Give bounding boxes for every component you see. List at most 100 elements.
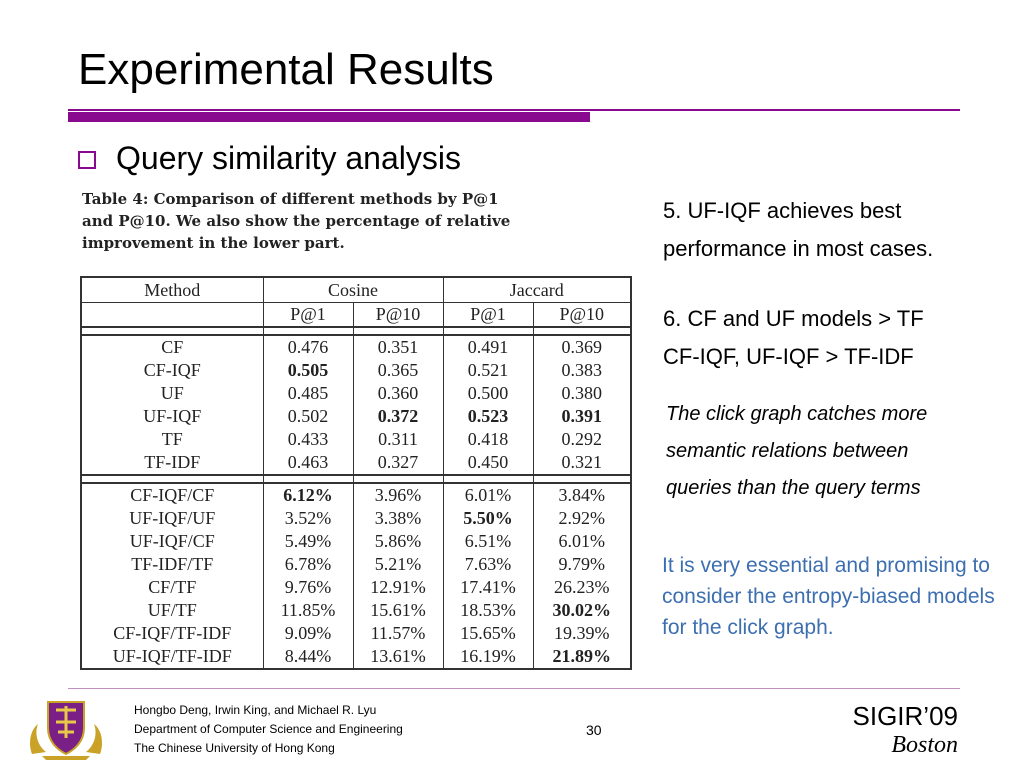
value-cell: 0.327 xyxy=(352,451,444,475)
caption-line: and P@10. We also show the percentage of… xyxy=(82,212,511,230)
value-cell: 16.19% xyxy=(442,645,534,670)
separator-cell xyxy=(262,326,353,336)
separator-cell xyxy=(442,474,534,484)
separator-cell xyxy=(442,326,534,336)
method-cell: CF xyxy=(80,335,263,359)
group-header: Cosine xyxy=(262,276,444,303)
bullet-item: Query similarity analysis xyxy=(78,138,461,178)
group-header: Jaccard xyxy=(442,276,633,303)
value-cell: 3.52% xyxy=(262,507,353,530)
value-cell: 17.41% xyxy=(442,576,534,599)
italic-line: queries than the query terms xyxy=(666,477,921,499)
table-separator xyxy=(80,326,633,336)
value-cell: 11.57% xyxy=(352,622,444,645)
table-row: UF-IQF 0.502 0.372 0.523 0.391 xyxy=(80,405,633,428)
value-cell: 5.86% xyxy=(352,530,444,553)
separator-cell xyxy=(532,474,633,484)
value-cell: 0.372 xyxy=(352,405,444,428)
method-cell: UF xyxy=(80,382,263,405)
method-header-blank xyxy=(80,302,263,327)
value-cell: 0.391 xyxy=(532,405,633,428)
value-cell: 0.491 xyxy=(442,335,534,359)
method-cell: UF-IQF/CF xyxy=(80,530,263,553)
italic-note: The click graph catches more semantic re… xyxy=(666,396,1011,507)
slide-title: Experimental Results xyxy=(78,45,494,94)
note-line: CF-IQF, UF-IQF > TF-IDF xyxy=(663,344,914,369)
value-cell: 0.463 xyxy=(262,451,353,475)
footer-credits: Hongbo Deng, Irwin King, and Michael R. … xyxy=(134,701,403,758)
title-rule-thin xyxy=(68,109,960,111)
value-cell: 0.369 xyxy=(532,335,633,359)
square-bullet-icon xyxy=(78,151,96,169)
note-best-performance: 5. UF-IQF achieves best performance in m… xyxy=(663,192,1013,268)
table-header-row: Method Cosine Jaccard xyxy=(80,276,633,303)
italic-line: semantic relations between xyxy=(666,440,909,462)
value-cell: 6.01% xyxy=(532,530,633,553)
separator-cell xyxy=(80,474,263,484)
value-cell: 9.79% xyxy=(532,553,633,576)
results-table-body: Method Cosine Jaccard P@1 P@10 P@1 P@10 CF 0.476… xyxy=(80,276,633,670)
value-cell: 0.523 xyxy=(442,405,534,428)
value-cell: 5.49% xyxy=(262,530,353,553)
footer-rule xyxy=(68,688,960,689)
table-row: TF-IDF/TF 6.78% 5.21% 7.63% 9.79% xyxy=(80,553,633,576)
value-cell: 11.85% xyxy=(262,599,353,622)
footer-university: The Chinese University of Hong Kong xyxy=(134,741,335,755)
table-row: TF-IDF 0.463 0.327 0.450 0.321 xyxy=(80,451,633,475)
value-cell: 0.502 xyxy=(262,405,353,428)
value-cell: 6.78% xyxy=(262,553,353,576)
value-cell: 12.91% xyxy=(352,576,444,599)
value-cell: 6.01% xyxy=(442,483,534,507)
table-caption: Table 4: Comparison of different methods… xyxy=(82,188,627,254)
separator-cell xyxy=(262,474,353,484)
table-separator xyxy=(80,474,633,484)
value-cell: 18.53% xyxy=(442,599,534,622)
value-cell: 3.38% xyxy=(352,507,444,530)
separator-cell xyxy=(80,326,263,336)
value-cell: 9.76% xyxy=(262,576,353,599)
value-cell: 0.505 xyxy=(262,359,353,382)
value-cell: 19.39% xyxy=(532,622,633,645)
conclusion-text: It is very essential and promising to co… xyxy=(662,554,995,639)
value-cell: 13.61% xyxy=(352,645,444,670)
table-row: UF-IQF/TF-IDF 8.44% 13.61% 16.19% 21.89% xyxy=(80,645,633,670)
caption-line: Table 4: Comparison of different methods… xyxy=(82,190,499,208)
value-cell: 0.292 xyxy=(532,428,633,451)
conference-city: Boston xyxy=(891,732,958,758)
metric-header: P@10 xyxy=(532,302,633,327)
footer-department: Department of Computer Science and Engin… xyxy=(134,722,403,736)
value-cell: 0.521 xyxy=(442,359,534,382)
italic-line: The click graph catches more xyxy=(666,403,928,425)
footer-authors: Hongbo Deng, Irwin King, and Michael R. … xyxy=(134,703,377,717)
method-cell: UF-IQF xyxy=(80,405,263,428)
value-cell: 5.21% xyxy=(352,553,444,576)
table-row: UF-IQF/CF 5.49% 5.86% 6.51% 6.01% xyxy=(80,530,633,553)
value-cell: 21.89% xyxy=(532,645,633,670)
conference-badge: SIGIR’09 Boston xyxy=(853,700,959,758)
table-row: CF-IQF 0.505 0.365 0.521 0.383 xyxy=(80,359,633,382)
value-cell: 8.44% xyxy=(262,645,353,670)
bullet-text: Query similarity analysis xyxy=(116,140,461,176)
method-cell: UF/TF xyxy=(80,599,263,622)
table-row: UF/TF 11.85% 15.61% 18.53% 30.02% xyxy=(80,599,633,622)
table-row: CF/TF 9.76% 12.91% 17.41% 26.23% xyxy=(80,576,633,599)
metric-header: P@1 xyxy=(262,302,353,327)
value-cell: 0.380 xyxy=(532,382,633,405)
metric-header: P@1 xyxy=(442,302,534,327)
value-cell: 0.485 xyxy=(262,382,353,405)
cuhk-crest-logo xyxy=(30,701,102,760)
value-cell: 2.92% xyxy=(532,507,633,530)
title-rule-thick xyxy=(68,112,590,122)
note-model-comparison: 6. CF and UF models > TF CF-IQF, UF-IQF … xyxy=(663,300,1013,376)
value-cell: 0.476 xyxy=(262,335,353,359)
value-cell: 3.96% xyxy=(352,483,444,507)
value-cell: 7.63% xyxy=(442,553,534,576)
table-row: CF-IQF/CF 6.12% 3.96% 6.01% 3.84% xyxy=(80,483,633,507)
value-cell: 0.311 xyxy=(352,428,444,451)
note-line: 5. UF-IQF achieves best xyxy=(663,198,902,223)
value-cell: 26.23% xyxy=(532,576,633,599)
method-header: Method xyxy=(80,276,263,303)
caption-line: improvement in the lower part. xyxy=(82,234,345,252)
value-cell: 0.360 xyxy=(352,382,444,405)
method-cell: TF-IDF/TF xyxy=(80,553,263,576)
